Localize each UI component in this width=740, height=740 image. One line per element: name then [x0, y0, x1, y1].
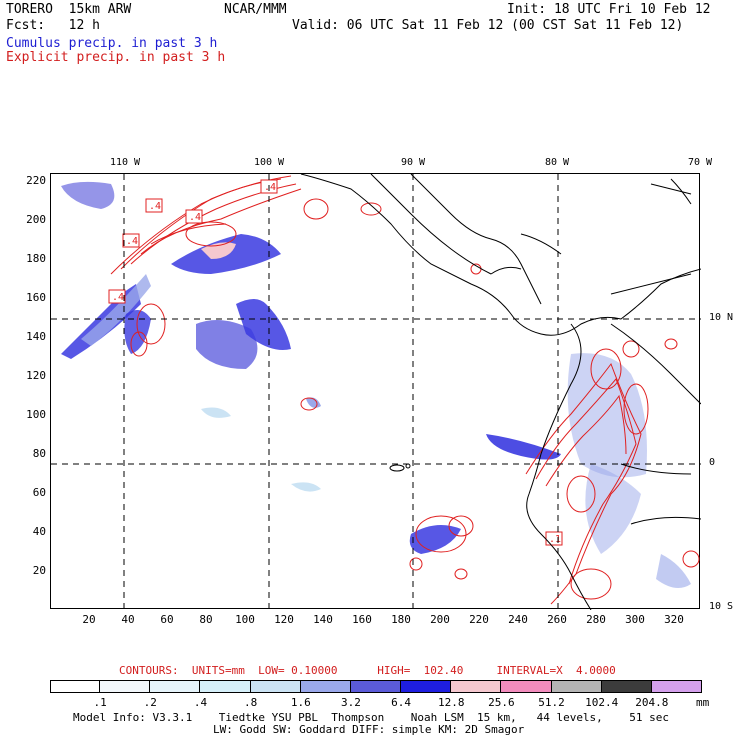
colorbar-label: 12.8	[437, 696, 465, 709]
map-panel: .4 .4 .4 .4 .4 .1	[50, 173, 701, 610]
colorbar-swatch	[200, 680, 251, 693]
x-tick-280: 280	[586, 613, 606, 626]
contour-labels: .4 .4 .4 .4 .4 .1	[112, 182, 561, 545]
lon-label-80w: 80 W	[544, 157, 570, 168]
y-tick-80: 80	[32, 447, 46, 460]
x-tick-220: 220	[469, 613, 489, 626]
forecast-hour: Fcst: 12 h	[6, 18, 100, 33]
valid-time: Valid: 06 UTC Sat 11 Feb 12 (00 CST Sat …	[292, 18, 684, 33]
x-tick-160: 160	[352, 613, 372, 626]
contour-label: .4	[126, 236, 138, 247]
colorbar-swatch	[651, 680, 702, 693]
x-tick-20: 20	[82, 613, 96, 626]
contour-label: .1	[549, 534, 561, 545]
init-time: Init: 18 UTC Fri 10 Feb 12	[507, 2, 711, 17]
colorbar-label: 204.8	[635, 696, 669, 709]
y-tick-200: 200	[26, 213, 46, 226]
x-tick-40: 40	[121, 613, 135, 626]
colorbar-label: .1	[93, 696, 107, 709]
colorbar-swatch	[100, 680, 151, 693]
colorbar-swatch	[451, 680, 502, 693]
y-tick-60: 60	[32, 486, 46, 499]
contours-info: CONTOURS: UNITS=mm LOW= 0.10000 HIGH= 10…	[119, 664, 616, 677]
lon-label-90w: 90 W	[400, 157, 426, 168]
x-tick-200: 200	[430, 613, 450, 626]
x-tick-300: 300	[625, 613, 645, 626]
x-tick-180: 180	[391, 613, 411, 626]
y-tick-160: 160	[26, 291, 46, 304]
coastlines	[300, 174, 701, 610]
colorbar-label: .4	[193, 696, 208, 709]
lon-label-70w: 70 W	[687, 157, 713, 168]
model-info-line2: LW: Godd SW: Goddard DIFF: simple KM: 2D…	[213, 723, 525, 736]
y-tick-100: 100	[26, 408, 46, 421]
model-info-line1: Model Info: V3.3.1 Tiedtke YSU PBL Thomp…	[73, 711, 670, 724]
x-tick-80: 80	[199, 613, 213, 626]
colorbar-label: 3.2	[340, 696, 361, 709]
lon-label-100w: 100 W	[253, 157, 285, 168]
colorbar-swatch	[501, 680, 552, 693]
colorbar	[50, 680, 702, 693]
colorbar-label: 25.6	[488, 696, 515, 709]
y-tick-180: 180	[26, 252, 46, 265]
lat-label-10s: 10 S	[709, 601, 734, 612]
contour-label: .4	[189, 212, 201, 223]
y-tick-220: 220	[26, 174, 46, 187]
colorbar-label: .2	[143, 696, 157, 709]
contour-label: .4	[264, 182, 276, 193]
colorbar-swatch	[401, 680, 452, 693]
colorbar-swatch	[150, 680, 201, 693]
colorbar-label: .8	[243, 696, 258, 709]
contour-label-boxes	[108, 179, 563, 546]
y-tick-40: 40	[32, 525, 46, 538]
y-tick-140: 140	[26, 330, 46, 343]
colorbar-swatch	[350, 680, 402, 693]
colorbar-swatch	[551, 680, 602, 693]
contour-label: .4	[112, 292, 124, 303]
lon-label-110w: 110 W	[109, 157, 141, 168]
x-tick-240: 240	[508, 613, 528, 626]
lat-label-10n: 10 N	[709, 312, 734, 323]
colorbar-swatch	[300, 680, 351, 693]
legend-explicit: Explicit precip. in past 3 h	[6, 50, 226, 65]
legend-cumulus: Cumulus precip. in past 3 h	[6, 36, 218, 51]
colorbar-label: 6.4	[391, 696, 411, 709]
colorbar-units: mm	[696, 696, 710, 709]
colorbar-label: 102.4	[585, 696, 619, 709]
x-tick-100: 100	[235, 613, 255, 626]
colorbar-label: 1.6	[290, 696, 311, 709]
x-tick-320: 320	[664, 613, 684, 626]
x-tick-120: 120	[274, 613, 294, 626]
x-tick-140: 140	[313, 613, 333, 626]
center-name: NCAR/MMM	[224, 2, 287, 17]
colorbar-swatch	[601, 680, 652, 693]
y-tick-20: 20	[32, 564, 46, 577]
y-tick-120: 120	[26, 369, 46, 382]
model-title: TORERO 15km ARW	[6, 2, 132, 17]
x-tick-60: 60	[160, 613, 174, 626]
lat-label-0: 0	[709, 457, 716, 468]
lat-lon-grid	[51, 174, 701, 610]
colorbar-label: 51.2	[538, 696, 565, 709]
x-tick-260: 260	[547, 613, 567, 626]
colorbar-swatch	[250, 680, 301, 693]
colorbar-swatch	[50, 680, 101, 693]
map-drawing: .4 .4 .4 .4 .4 .1	[51, 174, 701, 610]
contour-label: .4	[149, 201, 161, 212]
